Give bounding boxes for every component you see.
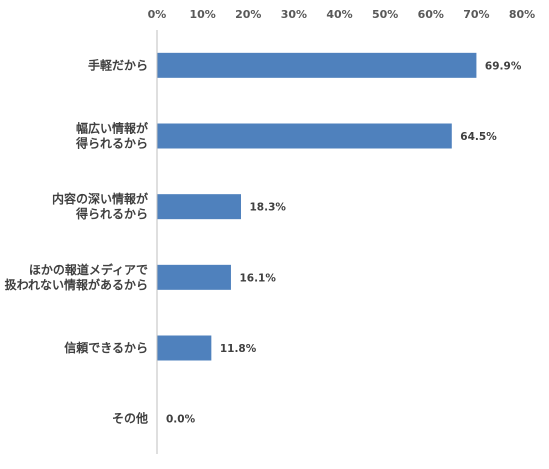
category-labels: 手軽だから幅広い情報が得られるから内容の深い情報が得られるからほかの報道メディア…	[5, 57, 148, 425]
category-label: 扱われない情報があるから	[5, 277, 148, 292]
category-label: 手軽だから	[88, 57, 148, 72]
data-label: 64.5%	[460, 131, 497, 143]
category-label: 得られるから	[75, 136, 148, 151]
x-axis-ticks: 0% 10% 20% 30% 40% 50% 60% 70% 80%	[148, 8, 536, 21]
category-label: ほかの報道メディアで	[29, 262, 148, 277]
x-tick-label: 30%	[281, 8, 307, 21]
bar	[157, 194, 241, 220]
bars	[157, 52, 477, 361]
x-tick-label: 60%	[418, 8, 444, 21]
x-tick-label: 80%	[509, 8, 535, 21]
bar	[157, 123, 452, 149]
x-tick-label: 40%	[326, 8, 352, 21]
category-label: 幅広い情報が	[76, 121, 148, 136]
category-label: 内容の深い情報が	[52, 191, 148, 206]
category-label: 信頼できるから	[64, 340, 148, 355]
data-label: 18.3%	[249, 202, 286, 214]
data-label: 0.0%	[166, 414, 196, 426]
data-label: 16.1%	[239, 272, 276, 284]
bar	[157, 52, 477, 78]
bar	[157, 335, 212, 361]
data-labels: 69.9% 64.5% 18.3% 16.1% 11.8% 0.0%	[166, 60, 522, 425]
x-tick-label: 70%	[463, 8, 489, 21]
x-tick-label: 20%	[235, 8, 261, 21]
x-tick-label: 10%	[189, 8, 215, 21]
x-tick-label: 0%	[148, 8, 167, 21]
x-tick-label: 50%	[372, 8, 398, 21]
category-label: その他	[112, 411, 148, 426]
category-label: 得られるから	[75, 206, 148, 221]
bar	[157, 264, 231, 290]
data-label: 69.9%	[485, 60, 522, 72]
data-label: 11.8%	[220, 343, 257, 355]
